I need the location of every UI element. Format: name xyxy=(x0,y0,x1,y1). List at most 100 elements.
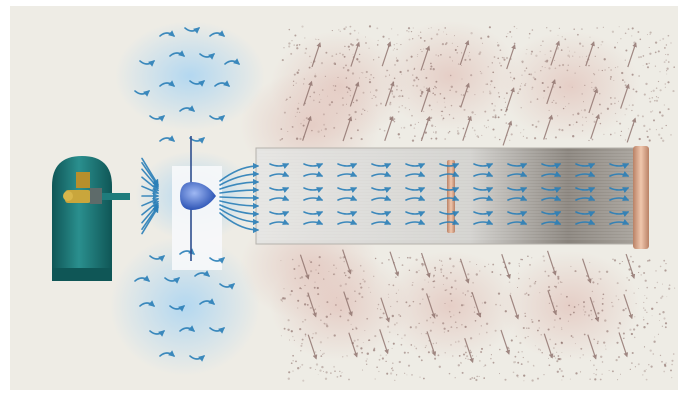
particle-arrow xyxy=(505,87,515,113)
flow-arrow xyxy=(224,58,240,65)
diagram-svg xyxy=(10,6,678,390)
particle-arrow xyxy=(459,40,470,66)
flow-arrow xyxy=(269,187,290,194)
particle-arrow xyxy=(381,41,392,67)
particle-arrow xyxy=(350,41,360,67)
flow-arrow xyxy=(219,200,260,210)
particle-arrow xyxy=(546,78,556,105)
flow-arrow xyxy=(303,211,324,218)
flow-arrow xyxy=(269,170,290,177)
particle-arrow xyxy=(509,294,520,320)
flow-arrow xyxy=(507,194,528,201)
flow-arrow xyxy=(303,218,324,225)
particle-arrow xyxy=(585,41,595,67)
particle-arrow xyxy=(581,258,592,284)
flow-arrow xyxy=(609,218,630,225)
flow-arrow xyxy=(541,187,562,194)
flow-arrow xyxy=(269,218,290,225)
particle-arrow xyxy=(588,88,598,114)
flow-arrow xyxy=(219,204,260,218)
flow-arrow xyxy=(219,186,260,194)
flow-arrow xyxy=(159,135,175,142)
flow-arrow xyxy=(219,170,260,186)
particle-arrow xyxy=(546,250,557,276)
particle-arrow xyxy=(420,252,431,278)
flow-arrow xyxy=(371,211,392,218)
particle-arrow xyxy=(426,331,437,357)
particle-arrow xyxy=(303,80,313,106)
flow-arrow xyxy=(609,211,630,218)
haze-blob xyxy=(380,251,520,361)
haze-blob xyxy=(500,251,640,361)
flow-arrow xyxy=(337,170,358,177)
flow-arrow xyxy=(219,162,260,182)
flow-arrow xyxy=(575,163,596,170)
flow-arrow xyxy=(134,275,150,282)
flow-arrow xyxy=(159,350,175,357)
flow-arrow xyxy=(269,163,290,170)
flow-arrow xyxy=(219,212,260,234)
particle-arrow xyxy=(420,87,431,113)
particle-arrow xyxy=(501,254,511,280)
flow-arrow xyxy=(439,187,460,194)
flow-arrow xyxy=(473,211,494,218)
particle-arrow xyxy=(500,329,511,355)
flow-arrow xyxy=(609,170,630,177)
particle-arrow xyxy=(550,40,560,66)
particle-arrow xyxy=(379,329,389,355)
flow-arrow xyxy=(303,163,324,170)
flow-arrow xyxy=(405,187,426,194)
flow-arrow xyxy=(541,218,562,225)
particle-arrow xyxy=(420,45,431,71)
particle-arrow xyxy=(618,332,629,358)
particle-arrow xyxy=(425,293,436,319)
flow-arrow xyxy=(541,163,562,170)
flow-arrow xyxy=(473,194,494,201)
particle-arrow xyxy=(389,251,400,277)
flow-arrow xyxy=(371,170,392,177)
flow-arrow xyxy=(139,60,155,67)
particle-arrow xyxy=(342,249,352,275)
flow-arrow xyxy=(134,90,150,97)
flow-arrow xyxy=(507,211,528,218)
particle-arrow xyxy=(299,254,310,280)
particle-arrow xyxy=(311,42,322,68)
haze-blob xyxy=(380,21,520,131)
end-cap-icon xyxy=(633,146,649,249)
flow-arrow xyxy=(209,327,225,334)
flow-arrow xyxy=(269,211,290,218)
flow-arrows xyxy=(134,27,630,362)
flow-arrow xyxy=(169,50,185,57)
flow-arrow xyxy=(507,218,528,225)
flow-arrow xyxy=(575,194,596,201)
flow-arrow xyxy=(541,194,562,201)
particle-arrow xyxy=(420,116,431,142)
flow-arrow xyxy=(575,218,596,225)
particle-arrow xyxy=(384,81,395,107)
flow-arrow xyxy=(439,194,460,201)
flow-arrow xyxy=(337,163,358,170)
flow-arrow xyxy=(179,105,195,112)
valve-icon xyxy=(63,172,130,204)
flow-arrow xyxy=(337,194,358,201)
flow-arrow xyxy=(439,170,460,177)
flow-arrow xyxy=(473,218,494,225)
flow-arrow xyxy=(194,270,210,277)
flow-arrow xyxy=(214,80,230,87)
particle-arrow xyxy=(626,117,637,143)
flow-arrow xyxy=(164,277,180,284)
flow-arrow xyxy=(219,208,260,226)
flow-arrow xyxy=(141,197,160,207)
diagram-canvas xyxy=(10,6,678,390)
flow-arrow xyxy=(199,298,215,305)
flow-arrow xyxy=(337,211,358,218)
particle-arrow xyxy=(589,296,600,323)
particle-arrow xyxy=(625,253,636,279)
particle-arrow xyxy=(590,113,600,139)
flow-arrow xyxy=(609,187,630,194)
flow-arrow xyxy=(189,80,205,87)
particle-arrow xyxy=(380,297,390,323)
flow-arrow xyxy=(371,187,392,194)
flow-arrow xyxy=(189,355,205,362)
particle-drift-arrows xyxy=(299,40,637,364)
